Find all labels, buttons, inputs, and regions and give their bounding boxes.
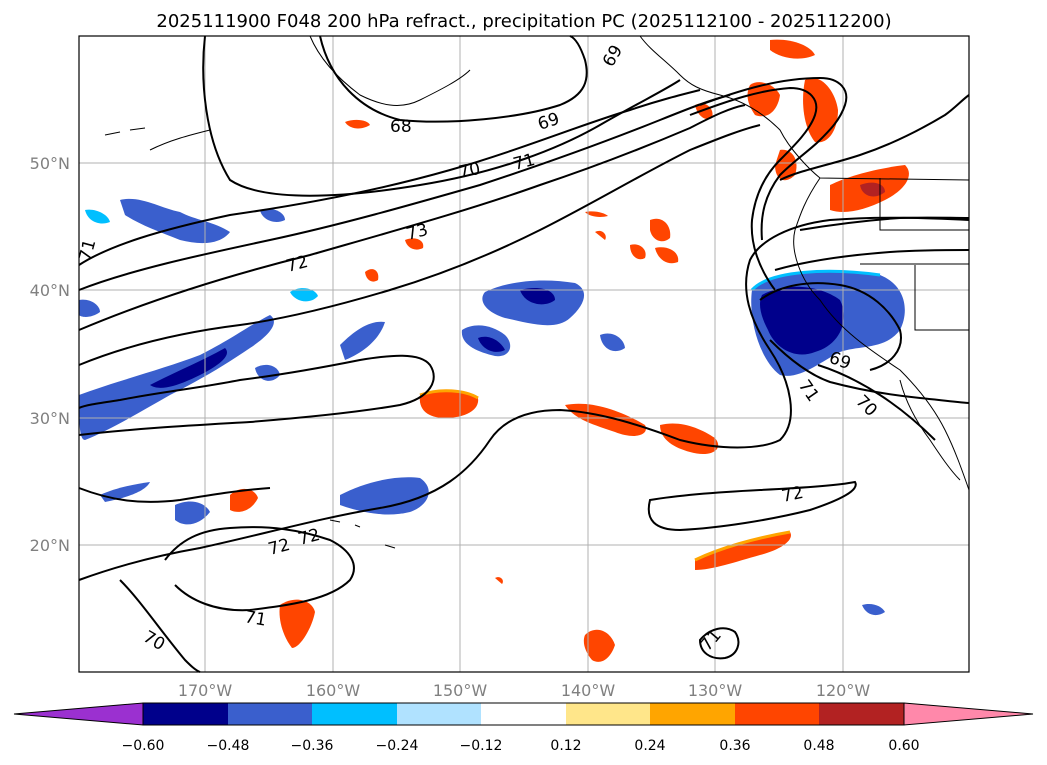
colorbar-tick-label: −0.48 [207, 738, 250, 754]
colorbar-segment [650, 703, 735, 725]
colorbar-tick-label: −0.24 [376, 738, 419, 754]
lat-label: 30°N [30, 409, 70, 428]
contour-label: 70 [457, 159, 482, 183]
colorbar-segment [312, 703, 397, 725]
lat-label: 50°N [30, 154, 70, 173]
colorbar-segment [481, 703, 566, 725]
lon-label: 160°W [306, 681, 361, 700]
coastlines [104, 35, 970, 549]
colorbar-segment [566, 703, 650, 725]
colorbar-tick-label: 0.24 [634, 738, 665, 754]
map-title: 2025111900 F048 200 hPa refract., precip… [156, 11, 891, 32]
contour-label: 71 [243, 607, 268, 630]
lon-label: 130°W [688, 681, 743, 700]
contour-label: 72 [780, 483, 805, 507]
lon-label: 140°W [561, 681, 616, 700]
contour-label: 68 [390, 117, 412, 137]
longitude-labels: 170°W 160°W 150°W 140°W 130°W 120°W [178, 681, 871, 700]
lon-label: 120°W [816, 681, 871, 700]
colorbar-extend-left [13, 702, 144, 726]
colorbar-tick-label: 0.36 [719, 738, 750, 754]
lon-label: 170°W [178, 681, 233, 700]
colorbar-tick-label: 0.60 [888, 738, 919, 754]
colorbar-tick-label: −0.60 [122, 738, 165, 754]
colorbar-segment [819, 703, 904, 725]
colorbar-tick-label: −0.12 [460, 738, 503, 754]
lat-label: 40°N [30, 281, 70, 300]
colorbar-segment [735, 703, 819, 725]
colorbar-tick-label: 0.12 [550, 738, 581, 754]
colorbar-segment [228, 703, 312, 725]
colorbar-extend-right [903, 702, 1034, 726]
colorbar: −0.60 −0.48 −0.36 −0.24 −0.12 0.12 0.24 … [13, 702, 1034, 754]
map-frame [78, 35, 970, 673]
lon-label: 150°W [433, 681, 488, 700]
colorbar-tick-label: 0.48 [803, 738, 834, 754]
colorbar-segment [397, 703, 481, 725]
refractivity-contours [78, 35, 970, 673]
latitude-labels: 50°N 40°N 30°N 20°N [30, 154, 70, 555]
lat-label: 20°N [30, 536, 70, 555]
colorbar-segment [143, 703, 228, 725]
colorbar-tick-label: −0.36 [291, 738, 334, 754]
map-gridlines [79, 36, 969, 672]
